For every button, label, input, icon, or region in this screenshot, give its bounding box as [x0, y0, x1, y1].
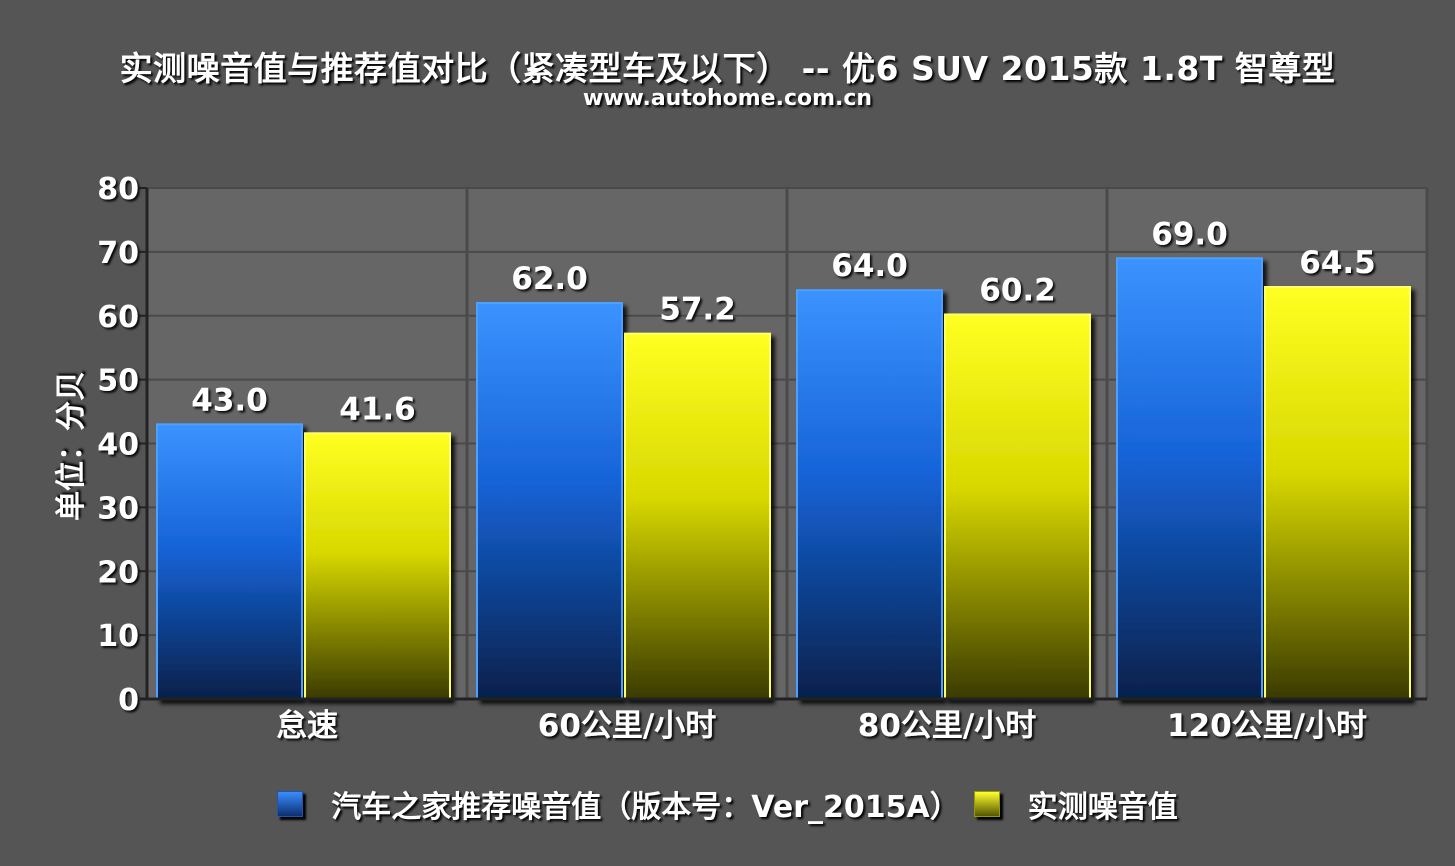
bar-recommended [1116, 257, 1263, 700]
bar-value-label: 64.5 [1299, 245, 1376, 281]
bar-recommended [156, 423, 303, 700]
legend: 汽车之家推荐噪音值（版本号：Ver_2015A） 实测噪音值 [0, 782, 1455, 826]
legend-item-recommended: 汽车之家推荐噪音值（版本号：Ver_2015A） [277, 782, 960, 826]
bar-value-label: 41.6 [339, 391, 416, 427]
legend-label-measured: 实测噪音值 [1027, 790, 1178, 825]
y-tick-label: 50 [97, 364, 139, 399]
y-tick-label: 70 [97, 236, 139, 271]
bar-measured [1264, 286, 1411, 700]
y-tick-label: 10 [97, 619, 139, 654]
y-tick-label: 20 [97, 555, 139, 590]
bar-value-label: 43.0 [191, 382, 268, 418]
x-tick-label: 120公里/小时 [1167, 708, 1367, 744]
bar-recommended [796, 289, 943, 700]
chart-title: 实测噪音值与推荐值对比（紧凑型车及以下） -- 优6 SUV 2015款 1.8… [119, 49, 1336, 88]
bar-value-label: 57.2 [659, 292, 736, 328]
y-tick-label: 60 [97, 300, 139, 335]
bar-value-label: 60.2 [979, 272, 1056, 308]
x-tick-label: 80公里/小时 [858, 708, 1036, 744]
bar-measured [624, 332, 771, 700]
bar-measured [944, 313, 1091, 700]
bar-measured [304, 432, 451, 700]
y-tick-label: 80 [97, 172, 139, 207]
x-tick-label: 怠速 [276, 708, 338, 744]
chart-subtitle: www.autohome.com.cn [582, 86, 873, 111]
y-tick-label: 40 [97, 428, 139, 463]
y-tick-label: 30 [97, 491, 139, 526]
x-tick-label: 60公里/小时 [538, 708, 716, 744]
legend-swatch-blue [277, 791, 304, 817]
legend-label-recommended: 汽车之家推荐噪音值（版本号：Ver_2015A） [331, 790, 960, 825]
bar-value-label: 64.0 [831, 248, 908, 284]
bar-value-label: 69.0 [1151, 216, 1228, 252]
legend-item-measured: 实测噪音值 [960, 782, 1178, 826]
bar-value-label: 62.0 [511, 261, 588, 297]
y-tick-label: 0 [118, 683, 139, 718]
legend-swatch-yellow [973, 791, 1000, 817]
bar-recommended [476, 301, 623, 700]
